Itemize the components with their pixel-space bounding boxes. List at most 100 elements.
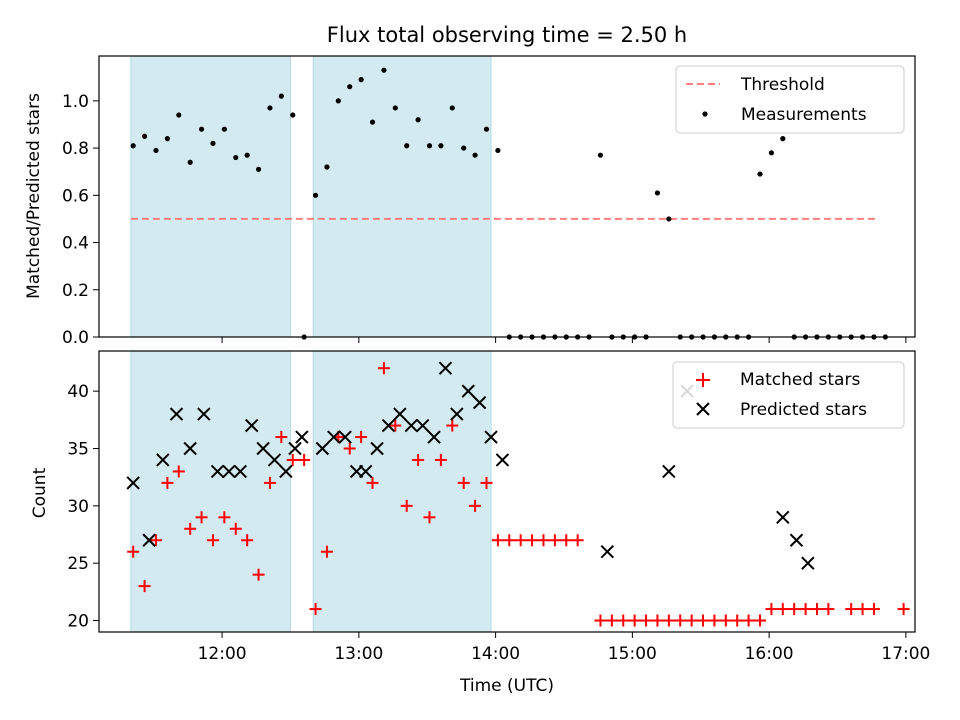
- cross-stroke: [484, 430, 498, 444]
- measurement-point: [483, 126, 490, 132]
- observing-interval: [312, 350, 492, 633]
- matched-star-point: [776, 603, 789, 616]
- matched-star-point: [640, 614, 653, 627]
- matched-star-point: [389, 419, 402, 432]
- measurement-point: [198, 126, 205, 132]
- matched-star-point: [138, 580, 151, 593]
- cross-stroke: [495, 453, 510, 467]
- measurement-point: [324, 164, 330, 170]
- predicted-star-point: [279, 464, 293, 479]
- measurement-point: [438, 143, 444, 149]
- measurement-point: [597, 152, 604, 158]
- matched-star-point: [651, 614, 664, 627]
- measurement-point: [221, 126, 227, 132]
- measurement-point: [495, 147, 501, 154]
- matched-star-point: [469, 499, 482, 512]
- predicted-star-point: [484, 430, 498, 444]
- measurement-point: [347, 84, 353, 90]
- cross-stroke: [472, 395, 487, 410]
- matched-star-point: [605, 614, 618, 627]
- y-tick-label: 0.0: [62, 328, 89, 348]
- predicted-star-point: [245, 418, 259, 433]
- matched-star-point: [149, 534, 162, 547]
- legend-threshold-label: Threshold: [740, 75, 825, 95]
- matched-star-point: [457, 476, 470, 489]
- matched-star-point: [685, 614, 698, 627]
- cross-stroke: [233, 464, 248, 479]
- matched-star-point: [503, 534, 516, 547]
- bottom-legend: Matched stars Predicted stars: [672, 361, 905, 429]
- cross-stroke: [183, 441, 197, 456]
- matched-star-point: [252, 568, 265, 581]
- cross-stroke: [222, 464, 236, 479]
- x-tick-label: 16:00: [745, 644, 794, 664]
- measurement-point: [392, 105, 398, 111]
- measurement-point: [153, 147, 159, 154]
- matched-star-point: [867, 603, 880, 616]
- top-axes-frame: [98, 55, 916, 338]
- bottom-x-ticks: 12:00 13:00 14:00 15:00 16:00 17:00: [198, 632, 930, 664]
- predicted-star-point: [222, 464, 236, 479]
- matched-star-point: [263, 476, 276, 489]
- chart-title: Flux total observing time = 2.50 h: [327, 23, 687, 47]
- cross-stroke: [245, 418, 259, 433]
- matched-star-point: [708, 614, 721, 627]
- cross-stroke: [197, 407, 211, 421]
- cross-stroke: [142, 533, 156, 547]
- cross-stroke: [210, 464, 225, 479]
- matched-star-point: [788, 603, 801, 616]
- predicted-star-point: [450, 407, 464, 421]
- cross-stroke: [789, 533, 804, 547]
- cross-stroke: [370, 441, 384, 456]
- x-tick-label: 12:00: [198, 644, 247, 664]
- cross-stroke: [156, 453, 170, 467]
- measurement-point: [381, 67, 387, 73]
- cross-stroke: [415, 418, 430, 433]
- matched-star-point: [697, 614, 710, 627]
- matched-star-point: [674, 614, 687, 627]
- predicted-star-point: [156, 453, 170, 467]
- matched-star-point: [355, 431, 368, 444]
- matched-star-point: [548, 534, 561, 547]
- matched-star-point: [571, 534, 584, 547]
- legend-predicted-label: Predicted stars: [740, 400, 867, 420]
- top-x-ticks: [221, 337, 907, 343]
- shaded-regions: [130, 350, 492, 633]
- cross-stroke: [327, 430, 341, 444]
- measurement-point: [267, 105, 273, 111]
- x-axis-label: Time (UTC): [459, 676, 554, 696]
- matched-star-point: [560, 534, 573, 547]
- matched-star-point: [309, 603, 322, 616]
- measurement-point: [335, 98, 341, 104]
- shaded-regions: [130, 55, 492, 338]
- bottom-y-ticks: 20 25 30 35 40: [67, 382, 99, 632]
- matched-star-point: [537, 534, 550, 547]
- predicted-star-point: [495, 453, 510, 467]
- bottom-legend-box: [672, 361, 905, 429]
- predicted-star-point: [338, 430, 352, 444]
- matched-star-point: [320, 545, 333, 558]
- y-tick-label: 0.4: [62, 234, 89, 254]
- predicted-star-point: [600, 545, 614, 559]
- y-tick-label: 1.0: [62, 92, 89, 112]
- predicted-star-point: [288, 441, 302, 456]
- y-tick-label: 30: [67, 497, 89, 517]
- predicted-star-point: [327, 430, 341, 444]
- bottom-y-axis-label: Count: [30, 467, 50, 518]
- y-tick-label: 35: [67, 439, 89, 459]
- matched-star-point: [897, 603, 910, 616]
- cross-stroke: [404, 418, 418, 433]
- top-y-axis-label: Matched/Predicted stars: [24, 93, 44, 299]
- measurement-point: [426, 143, 433, 149]
- predicted-star-point: [267, 453, 282, 467]
- cross-stroke: [438, 361, 453, 375]
- measurement-point: [164, 136, 170, 142]
- matched-star-point: [754, 614, 767, 627]
- legend-matched-label: Matched stars: [740, 370, 860, 390]
- measurement-point: [210, 140, 216, 146]
- measurement-point: [449, 105, 455, 111]
- matched-star-point: [434, 453, 447, 466]
- top-y-ticks: 0.0 0.2 0.4 0.6 0.8 1.0: [62, 92, 99, 348]
- x-tick-label: 17:00: [881, 644, 930, 664]
